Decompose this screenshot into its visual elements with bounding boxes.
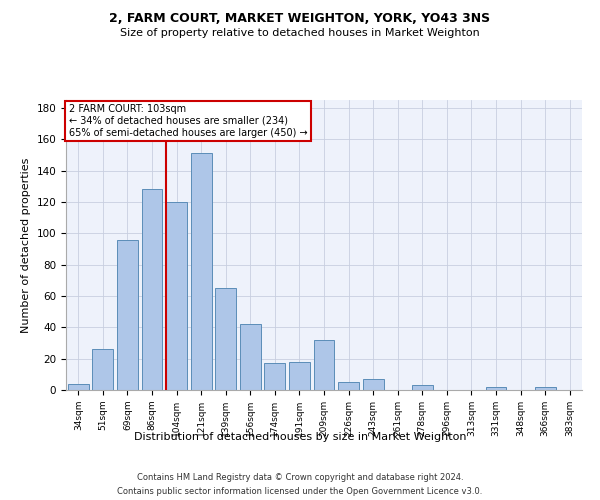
Bar	[142, 190, 163, 390]
Bar	[535, 387, 556, 390]
Text: Distribution of detached houses by size in Market Weighton: Distribution of detached houses by size …	[134, 432, 466, 442]
Text: Contains HM Land Registry data © Crown copyright and database right 2024.: Contains HM Land Registry data © Crown c…	[137, 472, 463, 482]
Bar	[166, 202, 187, 390]
Text: 2, FARM COURT, MARKET WEIGHTON, YORK, YO43 3NS: 2, FARM COURT, MARKET WEIGHTON, YORK, YO…	[109, 12, 491, 26]
Bar	[485, 387, 506, 390]
Bar	[314, 340, 334, 390]
Bar	[412, 386, 433, 390]
Text: Contains public sector information licensed under the Open Government Licence v3: Contains public sector information licen…	[118, 488, 482, 496]
Bar	[215, 288, 236, 390]
Y-axis label: Number of detached properties: Number of detached properties	[21, 158, 31, 332]
Bar	[92, 349, 113, 390]
Text: Size of property relative to detached houses in Market Weighton: Size of property relative to detached ho…	[120, 28, 480, 38]
Bar	[289, 362, 310, 390]
Bar	[362, 379, 383, 390]
Bar	[240, 324, 261, 390]
Bar	[191, 154, 212, 390]
Bar	[117, 240, 138, 390]
Bar	[338, 382, 359, 390]
Text: 2 FARM COURT: 103sqm
← 34% of detached houses are smaller (234)
65% of semi-deta: 2 FARM COURT: 103sqm ← 34% of detached h…	[68, 104, 307, 138]
Bar	[68, 384, 89, 390]
Bar	[265, 364, 286, 390]
